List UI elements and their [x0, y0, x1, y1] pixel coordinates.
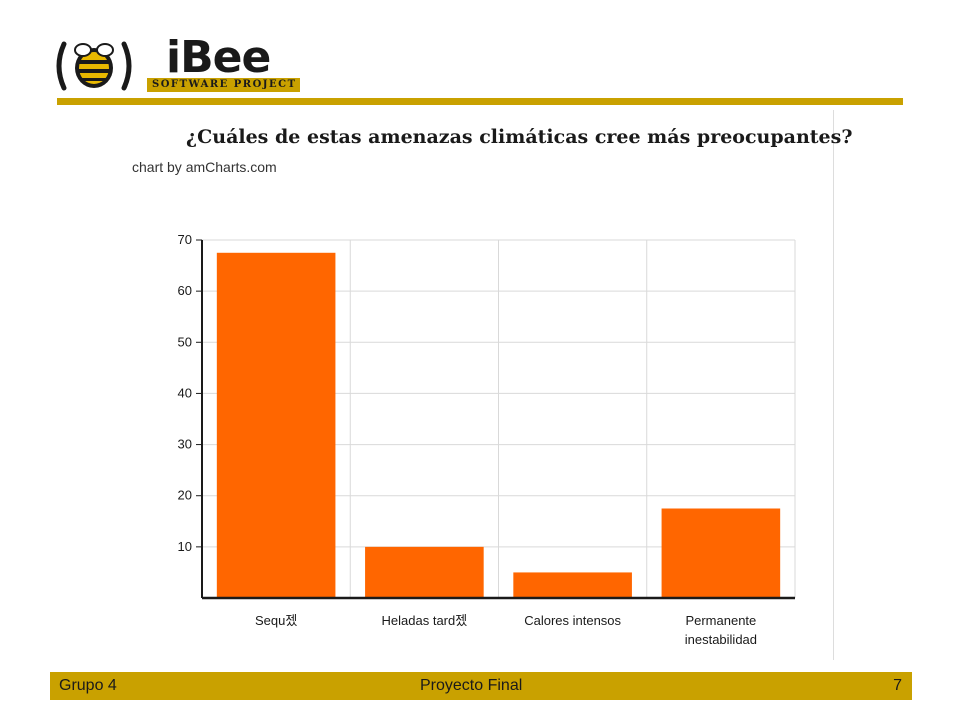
y-tick-label: 60	[178, 283, 192, 298]
footer-group: Grupo 4	[59, 677, 117, 694]
y-tick-label: 40	[178, 385, 192, 400]
chart-panel: ¿Cuáles de estas amenazas climáticas cre…	[118, 110, 853, 660]
x-tick-label: inestabilidad	[685, 632, 757, 647]
bar[interactable]	[365, 546, 484, 598]
y-tick-label: 30	[178, 437, 192, 452]
logo: iBee SOFTWARE PROJECT	[52, 30, 312, 102]
header-divider	[57, 98, 903, 105]
slide-footer: Grupo 4 Proyecto Final 7	[50, 672, 912, 700]
bar[interactable]	[216, 252, 336, 599]
y-tick-label: 10	[178, 539, 192, 554]
slide-number: 7	[893, 677, 902, 694]
x-tick-label: Heladas tard젰	[382, 613, 468, 628]
x-tick-label: Calores intensos	[524, 613, 621, 628]
x-tick-label: Permanente	[685, 613, 756, 628]
bee-icon	[56, 41, 300, 92]
bar[interactable]	[513, 572, 632, 598]
logo-tagline: SOFTWARE PROJECT	[152, 79, 297, 90]
x-tick-label: Sequ젰	[255, 613, 297, 628]
bar-chart: 10 20 30 40 50 60 70 Sequ젰 Heladas tard젰 Calores …	[178, 232, 796, 647]
chart-title: ¿Cuáles de estas amenazas climáticas cre…	[186, 126, 853, 148]
chart-credit-link[interactable]: chart by amCharts.com	[132, 159, 277, 175]
y-tick-label: 50	[178, 334, 192, 349]
bar[interactable]	[661, 508, 781, 599]
footer-title: Proyecto Final	[420, 677, 523, 694]
logo-wordmark: iBee	[166, 32, 271, 83]
y-tick-label: 20	[178, 488, 192, 503]
y-tick-label: 70	[178, 232, 192, 247]
